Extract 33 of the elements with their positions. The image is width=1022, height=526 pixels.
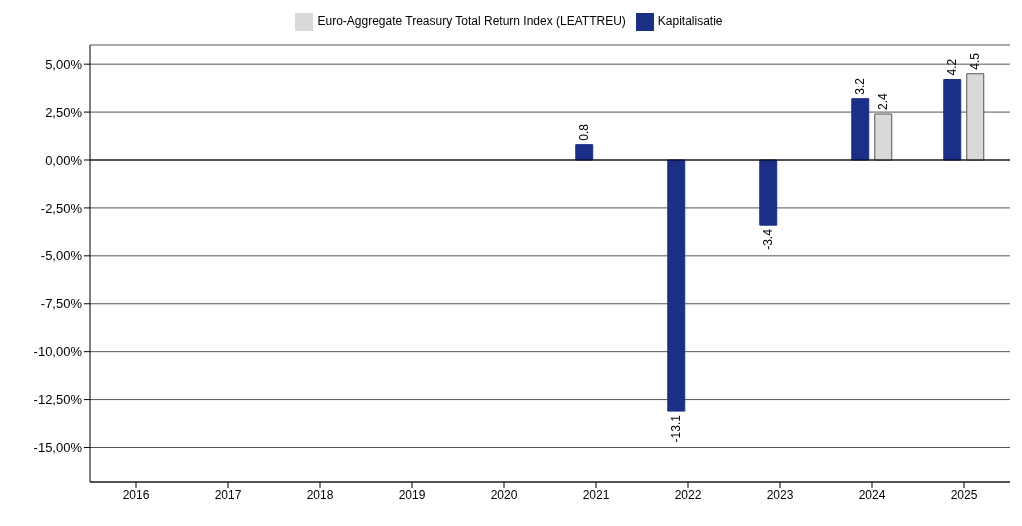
y-tick-label: 0,00% [45,152,83,168]
y-tick-label: -12,50% [33,392,83,408]
bar [851,98,870,161]
y-tick-label: -5,00% [40,248,83,264]
x-tick-label: 2024 [858,487,886,502]
y-tick-label: -7,50% [40,296,83,312]
x-tick-label: 2022 [674,487,702,502]
data-label: -13.1 [669,414,684,443]
y-tick-label: -2,50% [40,200,83,216]
legend-label: Euro-Aggregate Treasury Total Return Index (LEATTREU) [317,14,626,29]
y-tick-label: 2,50% [45,104,83,120]
data-label: -3.4 [761,228,776,250]
x-tick-label: 2021 [582,487,610,502]
bar [667,159,686,412]
x-tick-label: 2017 [214,487,242,502]
data-label: 4.5 [968,52,983,70]
x-tick-label: 2016 [122,487,150,502]
legend-label: Kapitalisatie [657,14,723,29]
y-tick-label: -15,00% [33,440,83,456]
data-label: 0.8 [577,123,592,141]
x-tick-label: 2023 [766,487,794,502]
x-tick-label: 2019 [398,487,426,502]
x-tick-label: 2025 [950,487,978,502]
y-tick-label: -10,00% [33,344,83,360]
data-label: 4.2 [945,58,960,76]
x-tick-label: 2020 [490,487,518,502]
bar [575,144,594,161]
y-tick-label: 5,00% [45,56,83,72]
data-label: 2.4 [876,92,891,110]
bar [759,159,778,226]
data-label: 3.2 [853,77,868,95]
x-tick-label: 2018 [306,487,334,502]
bar [943,79,962,161]
